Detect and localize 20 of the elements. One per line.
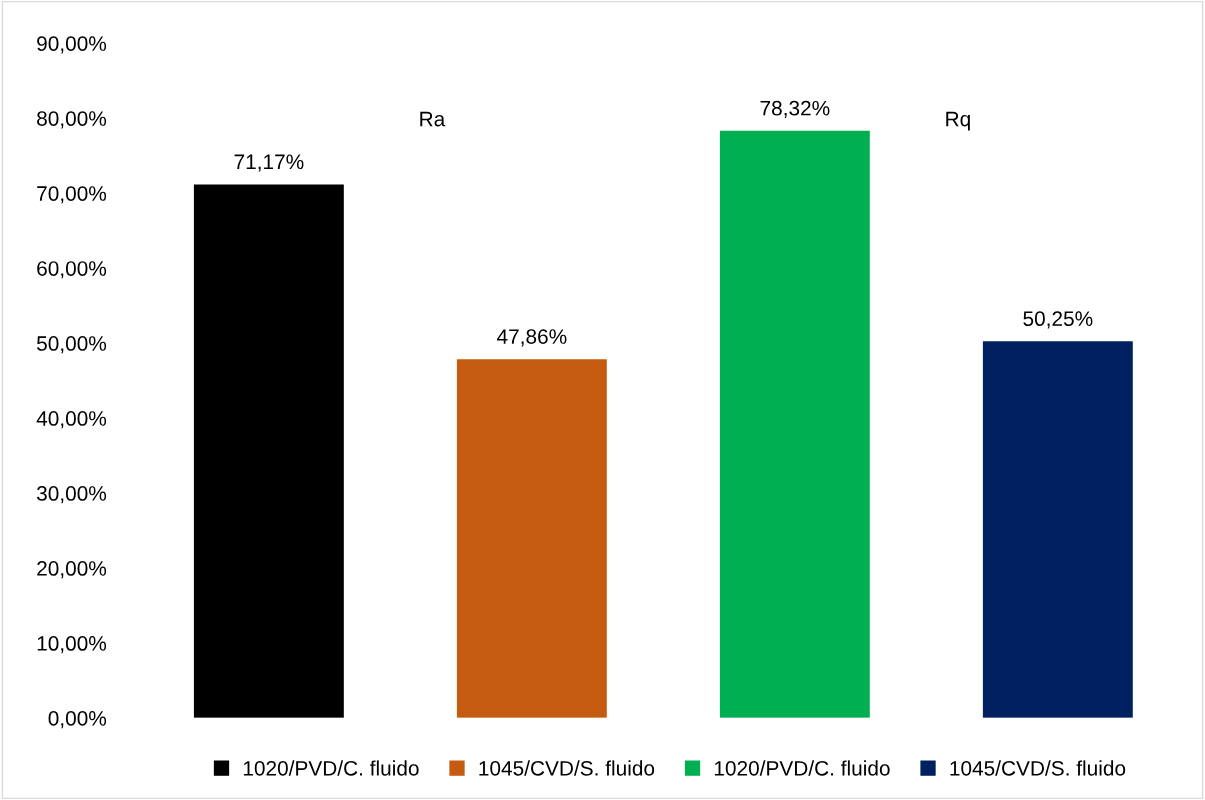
data-label: 78,32%: [760, 100, 830, 119]
y-tick-label: 60,00%: [37, 261, 107, 279]
y-tick-label: 20,00%: [37, 561, 107, 579]
legend-label: 1045/CVD/S. fluido: [950, 760, 1126, 776]
data-label: 47,86%: [497, 329, 567, 347]
y-tick-label: 0,00%: [48, 711, 107, 729]
y-tick-label: 10,00%: [37, 636, 107, 654]
y-tick-label: 70,00%: [37, 186, 107, 204]
y-tick-label: 90,00%: [37, 36, 107, 54]
annotation: Rq: [946, 111, 970, 131]
data-label: 71,17%: [234, 154, 304, 172]
legend-label: 1045/CVD/S. fluido: [479, 760, 655, 776]
data-label: 50,25%: [1023, 311, 1093, 329]
y-tick-label: 50,00%: [36, 336, 107, 354]
y-tick-label: 40,00%: [36, 411, 107, 429]
legend-label: 1020/PVD/C. fluido: [243, 760, 419, 776]
y-tick-label: 30,00%: [36, 486, 107, 504]
legend-label: 1020/PVD/C. fluido: [714, 760, 890, 776]
annotation: Ra: [420, 111, 446, 127]
y-tick-label: 80,00%: [37, 111, 107, 129]
